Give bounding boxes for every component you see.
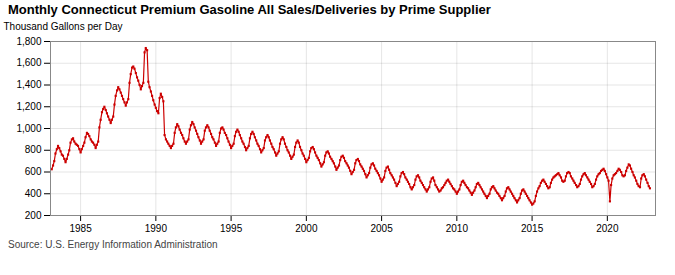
svg-text:1,600: 1,600 <box>16 57 41 68</box>
svg-text:2000: 2000 <box>295 223 318 234</box>
svg-text:2015: 2015 <box>521 223 544 234</box>
svg-text:200: 200 <box>25 210 42 221</box>
svg-text:400: 400 <box>25 188 42 199</box>
svg-text:2005: 2005 <box>370 223 393 234</box>
svg-text:800: 800 <box>25 144 42 155</box>
svg-text:2020: 2020 <box>596 223 619 234</box>
html-text:Monthly Connecticut Premium Ga: Monthly Connecticut Premium Gasoline All… <box>8 2 491 17</box>
svg-text:1,800: 1,800 <box>16 36 41 47</box>
svg-text:600: 600 <box>25 166 42 177</box>
html-text:Source: U.S. Energy Informatio: Source: U.S. Energy Information Administ… <box>8 239 218 250</box>
svg-text:2010: 2010 <box>446 223 469 234</box>
svg-text:1995: 1995 <box>220 223 243 234</box>
svg-text:1990: 1990 <box>145 223 168 234</box>
svg-text:Thousand Gallons per Day: Thousand Gallons per Day <box>4 21 123 32</box>
svg-text:1,400: 1,400 <box>16 79 41 90</box>
svg-text:1,200: 1,200 <box>16 101 41 112</box>
svg-text:1,000: 1,000 <box>16 123 41 134</box>
svg-text:1985: 1985 <box>69 223 92 234</box>
